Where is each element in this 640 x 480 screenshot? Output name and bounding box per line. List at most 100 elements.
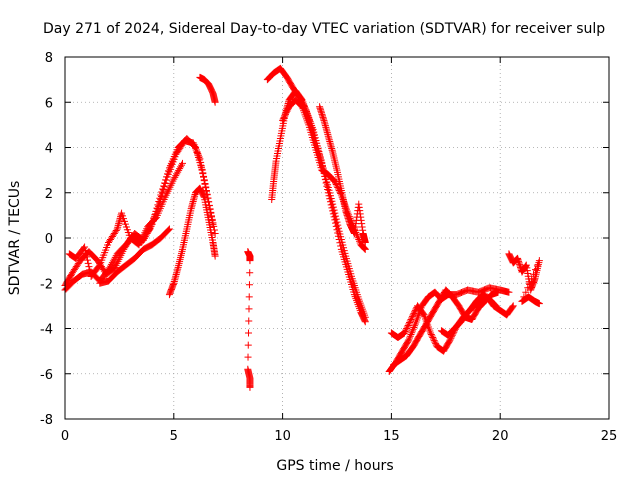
data-point bbox=[402, 326, 410, 334]
data-point bbox=[407, 315, 415, 323]
y-tick-label: 4 bbox=[45, 142, 53, 157]
data-point bbox=[208, 215, 216, 223]
data-point bbox=[408, 314, 416, 322]
data-point bbox=[174, 168, 182, 176]
data-point bbox=[177, 163, 185, 171]
data-point bbox=[404, 337, 412, 345]
series-arc-12 bbox=[385, 284, 513, 375]
data-point bbox=[429, 335, 437, 343]
y-tick-label: -6 bbox=[40, 368, 53, 383]
data-point bbox=[83, 256, 91, 264]
data-point bbox=[246, 383, 254, 391]
data-point bbox=[535, 257, 543, 265]
data-point bbox=[106, 262, 114, 270]
data-point bbox=[178, 161, 186, 169]
plot-frame bbox=[64, 56, 610, 420]
data-point bbox=[246, 257, 254, 265]
x-tick-label: 25 bbox=[601, 429, 618, 444]
series-arc-15 bbox=[437, 293, 517, 339]
data-point bbox=[447, 334, 455, 342]
x-axis-label: GPS time / hours bbox=[276, 458, 393, 474]
data-point bbox=[245, 329, 253, 337]
data-point bbox=[154, 201, 162, 209]
data-point bbox=[446, 336, 454, 344]
series-arc-7 bbox=[244, 248, 254, 391]
data-point bbox=[509, 302, 517, 310]
data-point bbox=[332, 215, 340, 223]
data-point bbox=[400, 329, 408, 337]
data-point bbox=[406, 317, 414, 325]
data-point bbox=[245, 293, 253, 301]
y-axis-label: SDTVAR / TECUs bbox=[7, 181, 23, 296]
y-tick-label: -4 bbox=[40, 323, 53, 338]
data-point bbox=[204, 194, 212, 202]
data-point bbox=[245, 281, 253, 289]
data-point bbox=[170, 175, 178, 183]
x-tick-label: 10 bbox=[274, 429, 291, 444]
data-point bbox=[331, 209, 339, 217]
data-point bbox=[191, 142, 199, 150]
data-point bbox=[86, 266, 94, 274]
y-tick-label: 8 bbox=[45, 51, 53, 66]
series-arc-9 bbox=[263, 64, 369, 321]
data-point bbox=[83, 253, 91, 261]
data-point bbox=[509, 303, 517, 311]
data-point bbox=[159, 185, 167, 193]
data-point bbox=[283, 107, 291, 115]
data-point bbox=[333, 218, 341, 226]
data-point bbox=[105, 264, 113, 272]
data-point bbox=[211, 252, 219, 260]
data-point bbox=[279, 116, 287, 124]
data-point bbox=[84, 259, 92, 267]
data-point bbox=[361, 239, 369, 247]
data-point bbox=[282, 110, 290, 118]
series-arc-6 bbox=[196, 73, 219, 106]
data-point bbox=[81, 246, 89, 254]
data-point bbox=[429, 334, 437, 342]
data-point bbox=[532, 266, 539, 274]
data-point bbox=[111, 253, 119, 261]
series-arc-3 bbox=[65, 159, 187, 280]
data-point bbox=[279, 115, 287, 123]
data-point bbox=[200, 177, 208, 185]
data-point bbox=[330, 206, 338, 214]
data-point bbox=[245, 317, 253, 325]
data-point bbox=[156, 194, 164, 202]
data-point bbox=[160, 182, 168, 190]
data-point bbox=[108, 259, 116, 267]
data-point bbox=[405, 320, 413, 328]
data-point bbox=[406, 318, 414, 326]
data-point bbox=[109, 257, 117, 265]
data-point bbox=[164, 170, 172, 178]
data-point bbox=[81, 243, 89, 251]
data-point bbox=[404, 321, 412, 329]
data-point bbox=[112, 226, 120, 234]
data-point bbox=[205, 198, 213, 206]
data-point bbox=[526, 279, 534, 287]
series-arc-11 bbox=[316, 103, 369, 247]
data-point bbox=[284, 106, 292, 114]
data-points bbox=[61, 64, 543, 391]
data-point bbox=[428, 332, 436, 340]
data-point bbox=[165, 225, 173, 233]
data-point bbox=[409, 325, 417, 333]
data-point bbox=[176, 165, 184, 173]
data-point bbox=[211, 229, 219, 237]
data-point bbox=[354, 234, 362, 242]
data-point bbox=[522, 288, 530, 296]
data-point bbox=[82, 250, 90, 258]
series-arc-16 bbox=[505, 250, 543, 308]
data-point bbox=[533, 261, 541, 269]
data-point bbox=[158, 188, 166, 196]
data-point bbox=[172, 172, 180, 180]
x-tick-label: 15 bbox=[383, 429, 400, 444]
data-point bbox=[334, 221, 342, 229]
series-arc-5 bbox=[165, 184, 219, 299]
data-point bbox=[410, 323, 418, 331]
data-point bbox=[198, 166, 206, 174]
series-arc-2 bbox=[61, 134, 219, 294]
data-point bbox=[403, 323, 411, 331]
data-point bbox=[210, 222, 218, 230]
data-point bbox=[427, 329, 435, 337]
